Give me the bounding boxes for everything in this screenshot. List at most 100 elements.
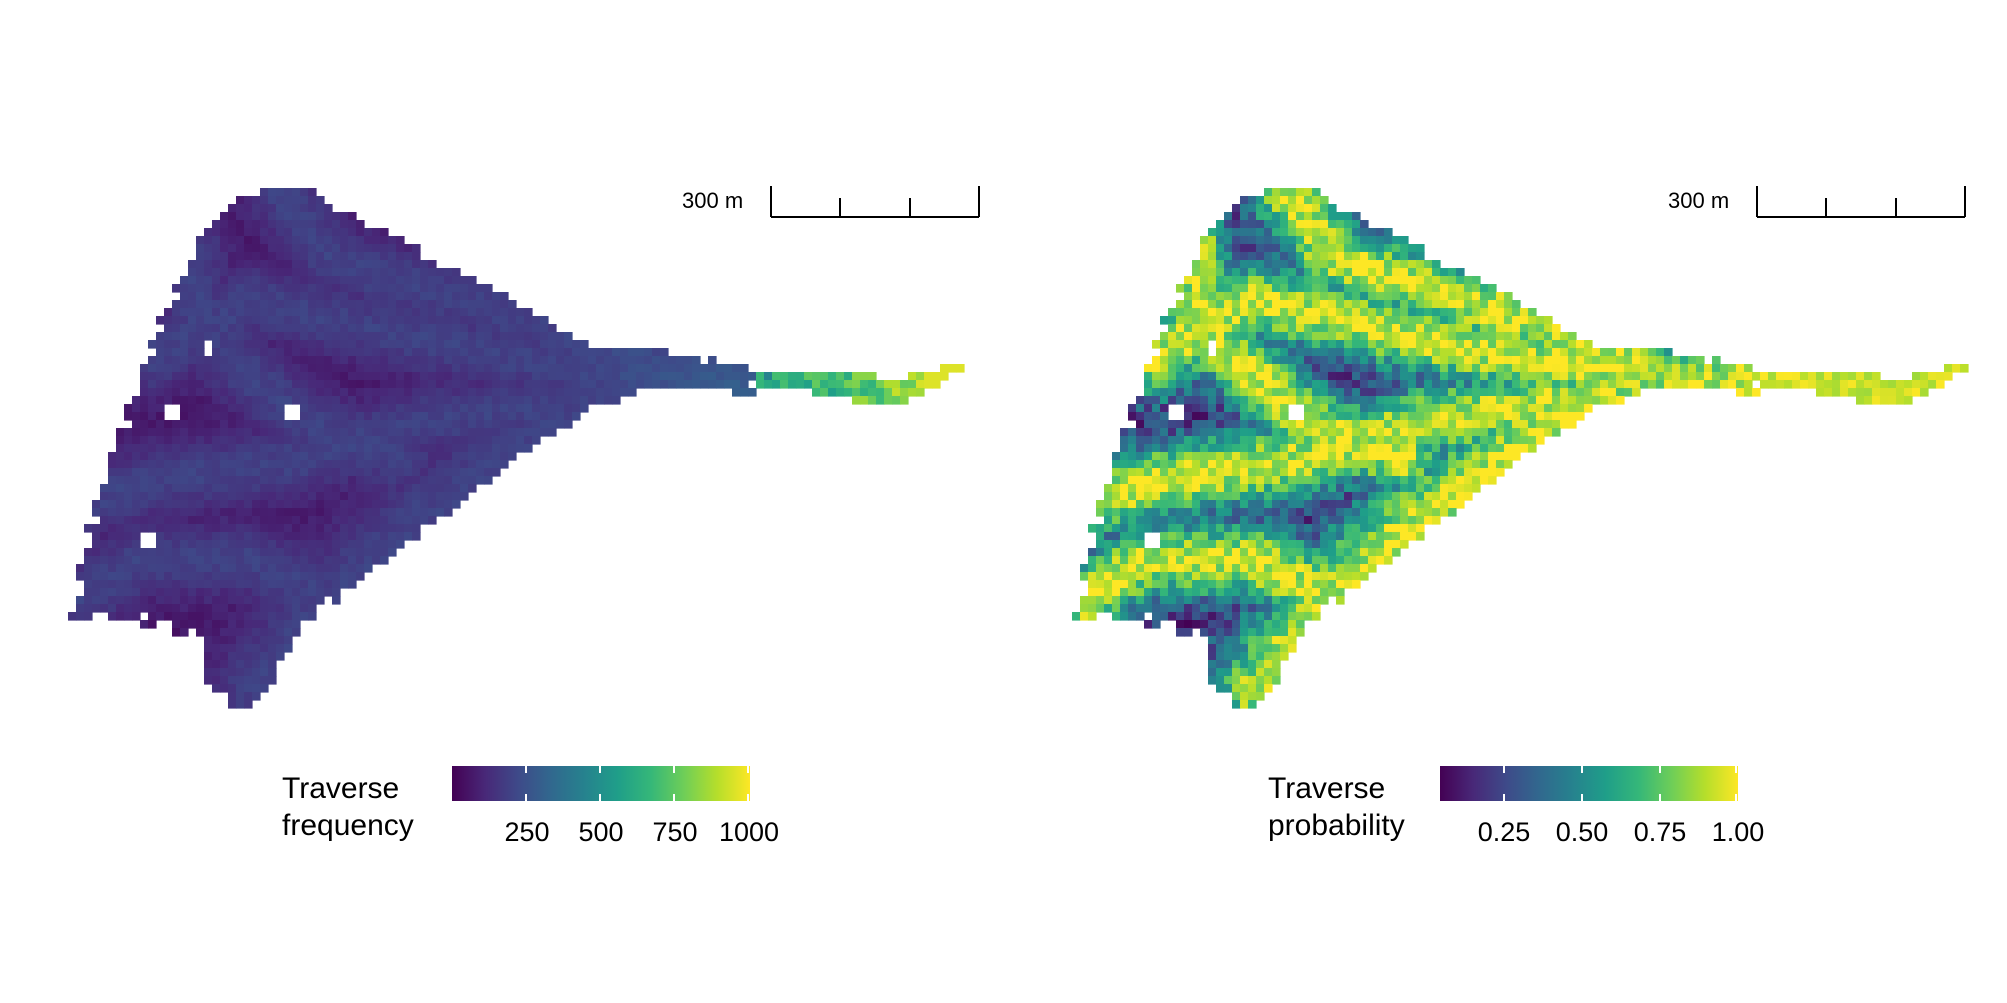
raster-cell — [548, 340, 557, 349]
raster-cell — [1280, 388, 1289, 397]
raster-cell — [180, 532, 189, 541]
raster-cell — [260, 508, 269, 517]
raster-cell — [276, 532, 285, 541]
raster-cell — [316, 588, 325, 597]
raster-cell — [1352, 308, 1361, 317]
raster-cell — [316, 396, 325, 405]
raster-cell — [1120, 428, 1129, 437]
raster-cell — [1288, 612, 1297, 621]
raster-cell — [1280, 524, 1289, 533]
raster-cell — [1280, 324, 1289, 333]
raster-cell — [1088, 556, 1097, 565]
raster-cell — [324, 540, 333, 549]
raster-cell — [452, 340, 461, 349]
raster-cell — [1512, 452, 1521, 461]
raster-cell — [212, 484, 221, 493]
raster-cell — [1256, 684, 1265, 693]
raster-cell — [444, 356, 453, 365]
raster-cell — [100, 492, 109, 501]
raster-cell — [332, 492, 341, 501]
raster-cell — [148, 580, 157, 589]
raster-cell — [220, 612, 229, 621]
raster-cell — [436, 340, 445, 349]
raster-cell — [1400, 236, 1409, 245]
raster-cell — [1528, 340, 1537, 349]
raster-cell — [1176, 460, 1185, 469]
raster-cell — [1672, 380, 1681, 389]
raster-cell — [1120, 508, 1129, 517]
raster-cell — [116, 596, 125, 605]
raster-cell — [332, 212, 341, 221]
raster-cell — [1608, 396, 1617, 405]
raster-cell — [1120, 572, 1129, 581]
raster-cell — [1624, 372, 1633, 381]
raster-cell — [1360, 268, 1369, 277]
raster-cell — [1496, 388, 1505, 397]
raster-cell — [1128, 556, 1137, 565]
raster-cell — [1200, 316, 1209, 325]
raster-cell — [1120, 556, 1129, 565]
raster-cell — [1360, 292, 1369, 301]
raster-cell — [172, 308, 181, 317]
raster-cell — [1248, 420, 1257, 429]
raster-cell — [1144, 428, 1153, 437]
raster-cell — [1192, 380, 1201, 389]
raster-cell — [1240, 228, 1249, 237]
raster-cell — [1320, 460, 1329, 469]
raster-cell — [1248, 564, 1257, 573]
raster-cell — [540, 428, 549, 437]
raster-cell — [1272, 332, 1281, 341]
raster-cell — [244, 396, 253, 405]
raster-cell — [348, 236, 357, 245]
raster-cell — [1296, 612, 1305, 621]
raster-cell — [1216, 452, 1225, 461]
raster-cell — [476, 316, 485, 325]
raster-cell — [1456, 484, 1465, 493]
raster-cell — [196, 348, 205, 357]
raster-cell — [196, 460, 205, 469]
raster-cell — [1272, 668, 1281, 677]
raster-cell — [284, 356, 293, 365]
raster-cell — [516, 380, 525, 389]
raster-cell — [196, 508, 205, 517]
raster-cell — [188, 300, 197, 309]
raster-cell — [148, 452, 157, 461]
raster-cell — [388, 444, 397, 453]
raster-cell — [1216, 500, 1225, 509]
raster-cell — [252, 588, 261, 597]
raster-cell — [316, 564, 325, 573]
raster-cell — [428, 452, 437, 461]
raster-cell — [1312, 204, 1321, 213]
raster-cell — [268, 316, 277, 325]
raster-cell — [396, 436, 405, 445]
raster-cell — [324, 500, 333, 509]
raster-cell — [1352, 420, 1361, 429]
raster-cell — [1216, 468, 1225, 477]
raster-cell — [660, 364, 669, 373]
raster-cell — [492, 428, 501, 437]
raster-cell — [228, 204, 237, 213]
raster-cell — [212, 396, 221, 405]
raster-cell — [1448, 324, 1457, 333]
raster-cell — [1248, 356, 1257, 365]
raster-cell — [1416, 508, 1425, 517]
raster-cell — [396, 332, 405, 341]
raster-cell — [1312, 348, 1321, 357]
raster-cell — [268, 468, 277, 477]
raster-cell — [124, 516, 133, 525]
raster-cell — [1328, 316, 1337, 325]
raster-cell — [1312, 524, 1321, 533]
raster-cell — [124, 572, 133, 581]
raster-cell — [1192, 596, 1201, 605]
raster-cell — [180, 604, 189, 613]
raster-cell — [1856, 396, 1865, 405]
raster-cell — [484, 412, 493, 421]
raster-cell — [1304, 340, 1313, 349]
raster-cell — [1472, 420, 1481, 429]
raster-cell — [1128, 476, 1137, 485]
raster-cell — [1440, 444, 1449, 453]
raster-cell — [1160, 492, 1169, 501]
raster-cell — [284, 500, 293, 509]
raster-cell — [1312, 444, 1321, 453]
raster-cell — [1280, 508, 1289, 517]
